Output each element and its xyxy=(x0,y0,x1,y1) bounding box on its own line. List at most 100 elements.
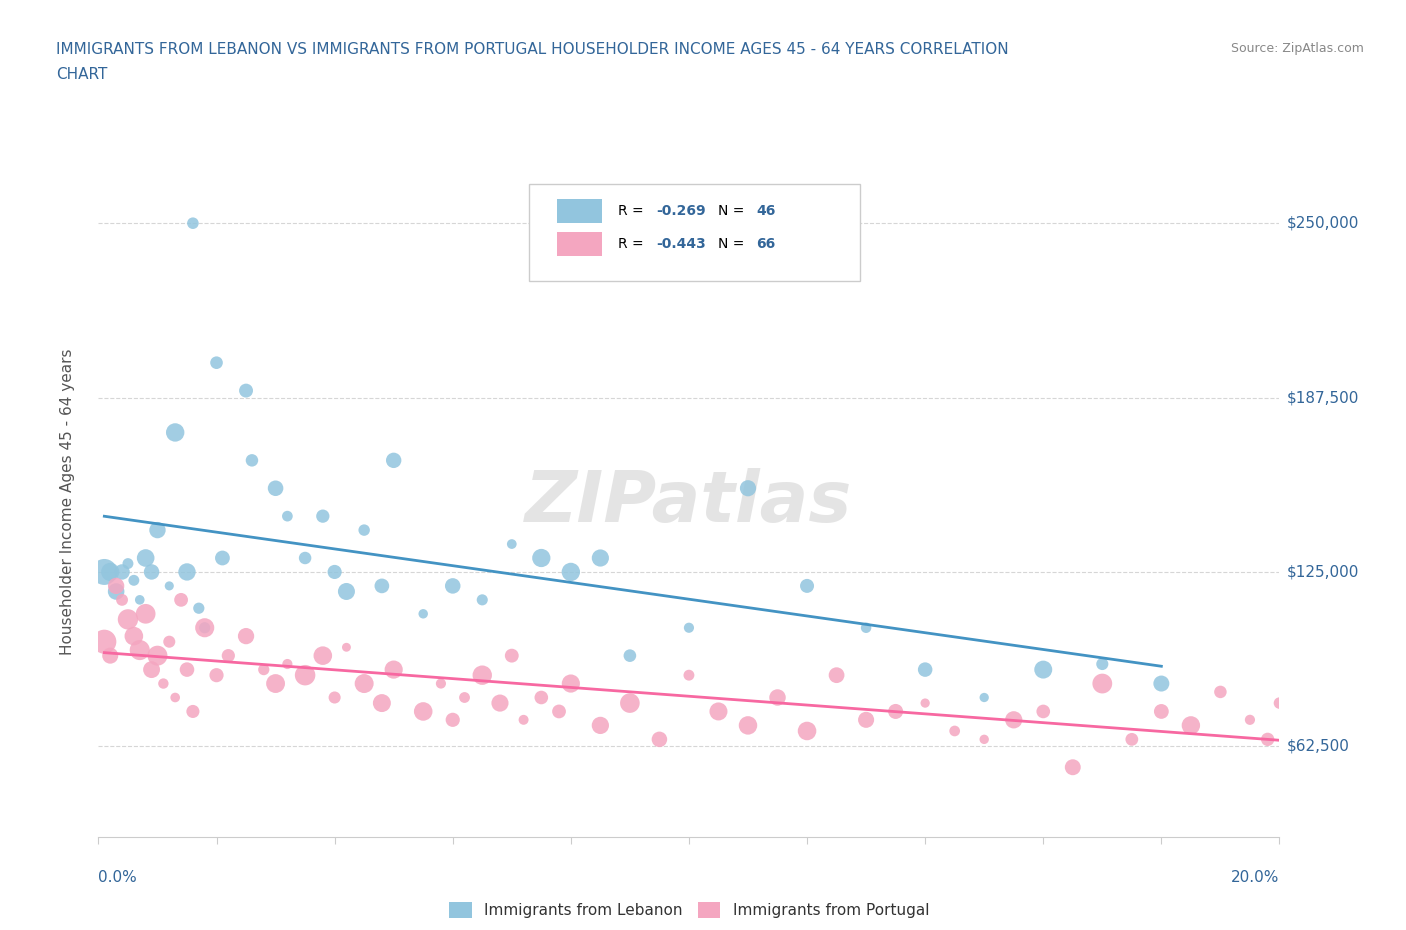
Text: $62,500: $62,500 xyxy=(1286,738,1350,754)
Point xyxy=(737,481,759,496)
FancyBboxPatch shape xyxy=(557,199,602,223)
Point xyxy=(501,537,523,551)
Point xyxy=(187,601,209,616)
Point xyxy=(430,676,453,691)
Text: IMMIGRANTS FROM LEBANON VS IMMIGRANTS FROM PORTUGAL HOUSEHOLDER INCOME AGES 45 -: IMMIGRANTS FROM LEBANON VS IMMIGRANTS FR… xyxy=(56,42,1010,57)
Point xyxy=(1268,696,1291,711)
Point xyxy=(737,718,759,733)
Point xyxy=(111,565,134,579)
Point xyxy=(914,696,936,711)
Point xyxy=(276,657,298,671)
Text: 20.0%: 20.0% xyxy=(1232,870,1279,884)
Point xyxy=(855,712,877,727)
Point xyxy=(205,668,228,683)
Text: 46: 46 xyxy=(756,204,776,218)
Point xyxy=(98,565,121,579)
Point xyxy=(530,551,553,565)
Point xyxy=(453,690,475,705)
Point xyxy=(530,690,553,705)
Point xyxy=(323,565,346,579)
Point xyxy=(264,676,287,691)
Legend: Immigrants from Lebanon, Immigrants from Portugal: Immigrants from Lebanon, Immigrants from… xyxy=(443,896,935,924)
Point xyxy=(128,643,150,658)
Text: Source: ZipAtlas.com: Source: ZipAtlas.com xyxy=(1230,42,1364,55)
Point xyxy=(1257,732,1279,747)
Point xyxy=(412,606,434,621)
Point xyxy=(194,620,217,635)
Point xyxy=(105,578,128,593)
Point xyxy=(489,696,512,711)
Point xyxy=(560,565,582,579)
Point xyxy=(157,578,180,593)
Point xyxy=(170,592,193,607)
Point xyxy=(135,606,157,621)
Point xyxy=(382,453,405,468)
Point xyxy=(117,556,139,571)
Point xyxy=(589,718,612,733)
Point xyxy=(560,676,582,691)
Point xyxy=(1032,662,1054,677)
Point xyxy=(825,668,848,683)
Point xyxy=(914,662,936,677)
Point xyxy=(122,573,145,588)
Point xyxy=(335,640,357,655)
Point xyxy=(335,584,357,599)
Text: 0.0%: 0.0% xyxy=(98,870,138,884)
Point xyxy=(1180,718,1202,733)
Point xyxy=(276,509,298,524)
Point xyxy=(205,355,228,370)
Text: -0.443: -0.443 xyxy=(655,237,706,251)
Point xyxy=(105,584,128,599)
Point xyxy=(141,565,163,579)
Point xyxy=(353,676,375,691)
Text: CHART: CHART xyxy=(56,67,108,82)
Point xyxy=(176,662,198,677)
Point xyxy=(312,648,335,663)
Point xyxy=(382,662,405,677)
Text: $250,000: $250,000 xyxy=(1286,216,1358,231)
Point xyxy=(548,704,571,719)
Point xyxy=(98,648,121,663)
Point xyxy=(371,696,394,711)
Point xyxy=(141,662,163,677)
Point xyxy=(294,668,316,683)
Point xyxy=(135,551,157,565)
Point xyxy=(146,648,169,663)
Point xyxy=(111,592,134,607)
Point xyxy=(1062,760,1084,775)
Point xyxy=(128,592,150,607)
Point xyxy=(181,704,204,719)
Point xyxy=(707,704,730,719)
Point xyxy=(235,629,257,644)
Point xyxy=(1121,732,1143,747)
Point xyxy=(181,216,204,231)
Point xyxy=(152,676,174,691)
Point xyxy=(165,425,187,440)
Text: $187,500: $187,500 xyxy=(1286,390,1358,405)
Point xyxy=(441,712,464,727)
Text: R =: R = xyxy=(619,204,648,218)
Text: $125,000: $125,000 xyxy=(1286,565,1358,579)
Point xyxy=(884,704,907,719)
Point xyxy=(157,634,180,649)
FancyBboxPatch shape xyxy=(530,184,860,281)
Text: ZIPatlas: ZIPatlas xyxy=(526,468,852,537)
Point xyxy=(294,551,316,565)
Point xyxy=(122,629,145,644)
Point xyxy=(648,732,671,747)
Point xyxy=(943,724,966,738)
Point xyxy=(353,523,375,538)
Point xyxy=(619,696,641,711)
Point xyxy=(973,732,995,747)
Point xyxy=(217,648,239,663)
Point xyxy=(589,551,612,565)
Point xyxy=(1150,704,1173,719)
Point xyxy=(1209,684,1232,699)
Point xyxy=(1002,712,1025,727)
Point xyxy=(796,724,818,738)
Point xyxy=(211,551,233,565)
Point xyxy=(1032,704,1054,719)
Point xyxy=(766,690,789,705)
Point xyxy=(471,668,494,683)
Point xyxy=(323,690,346,705)
